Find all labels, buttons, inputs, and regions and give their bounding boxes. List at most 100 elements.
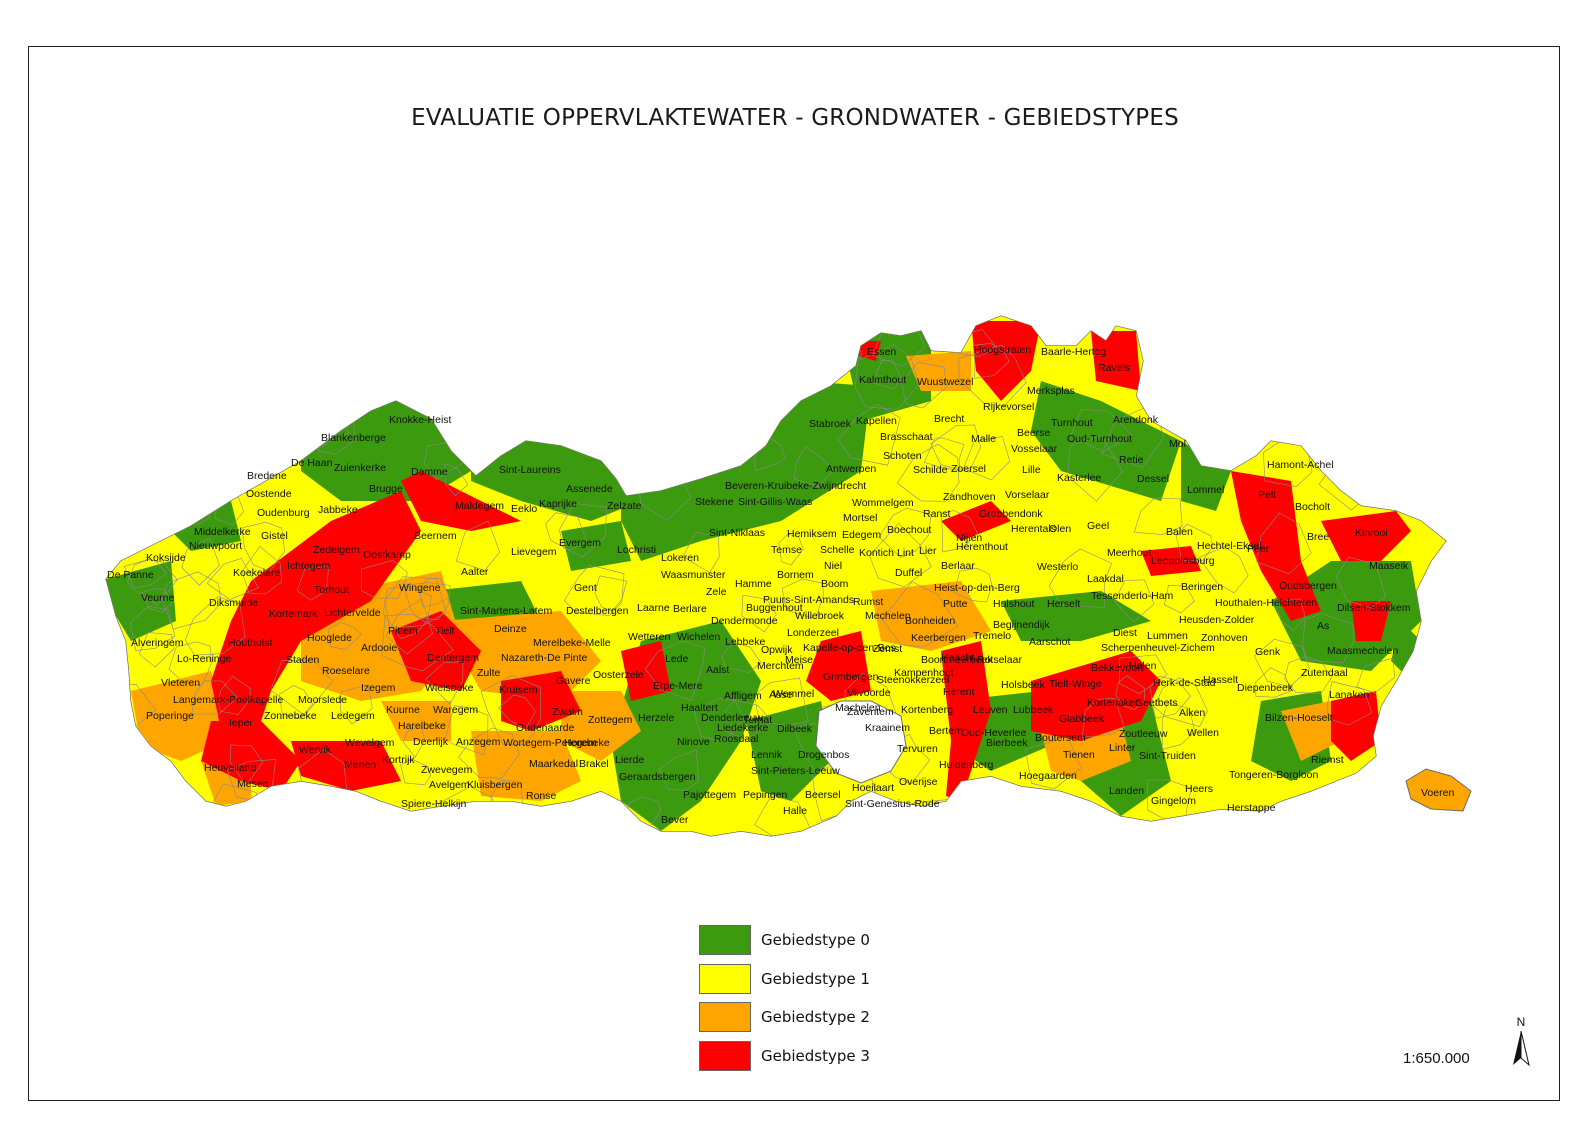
municipal-boundary (963, 436, 1011, 481)
zone-type3 (941, 501, 1011, 541)
municipality-label: Aalter (461, 566, 489, 578)
municipality-label: Olen (1049, 523, 1071, 535)
zone-type3 (1141, 546, 1201, 576)
zone-type2 (131, 671, 226, 761)
municipality-label: Geraardsbergen (619, 771, 696, 783)
zone-type2 (1281, 701, 1341, 761)
municipality-label: Zwevegem (421, 764, 473, 776)
municipality-label: Vilvoorde (847, 687, 891, 699)
municipality-label: Niel (824, 560, 842, 572)
municipality-label: Meise (785, 654, 813, 666)
municipality-label: Torhout (314, 584, 349, 596)
municipal-boundary (972, 343, 1010, 379)
municipality-label: Liedekerke (717, 722, 769, 734)
municipality-label: Herentals (1011, 523, 1056, 535)
municipality-label: Lichtervelde (324, 607, 381, 619)
zone-type3 (621, 641, 671, 701)
municipality-label: Ledegem (331, 710, 375, 722)
municipality-label: Zuienkerke (334, 462, 386, 474)
municipality-label: Edegem (842, 529, 881, 541)
municipal-boundary (168, 641, 212, 686)
municipality-label: Herenthout (956, 541, 1008, 553)
municipality-label: Oudsbergen (1279, 580, 1337, 592)
municipal-boundary (1316, 321, 1378, 373)
municipality-label: Retie (1119, 454, 1144, 466)
municipality-label: Maldegem (455, 500, 504, 512)
north-arrow-icon: N (1509, 1015, 1533, 1071)
municipality-label: Bocholt (1295, 501, 1330, 513)
municipality-label: Brasschaat (880, 431, 933, 443)
municipality-label: Leuven (973, 704, 1008, 716)
zone-type3 (1231, 471, 1321, 621)
municipality-label: Menen (344, 759, 376, 771)
municipality-label: Londerzeel (787, 627, 839, 639)
area-type-zones (106, 316, 1446, 836)
municipality-label: Kontich (859, 547, 894, 559)
municipal-boundary (400, 758, 431, 786)
municipality-label: Bonheiden (905, 615, 955, 627)
municipality-label: Aarschot (1029, 636, 1071, 648)
municipality-label: Izegem (361, 682, 396, 694)
municipality-label: Pittem (388, 625, 418, 637)
municipal-boundary (498, 332, 549, 377)
municipality-label: Oudenaarde (516, 722, 575, 734)
municipality-label: Wuustwezel (917, 376, 973, 388)
legend-item: Gebiedstype 1 (699, 960, 870, 999)
municipal-boundary (385, 598, 433, 655)
municipality-label: Schilde (913, 464, 948, 476)
municipal-boundary (444, 705, 489, 756)
municipality-label: Ravels (1098, 362, 1130, 374)
municipality-label: Hooglede (307, 632, 352, 644)
municipal-boundary (134, 335, 180, 382)
municipality-label: Kortenaken (1087, 697, 1141, 709)
municipal-boundary (963, 788, 1005, 825)
municipal-boundary (270, 660, 334, 716)
municipality-label: Tienen (1063, 749, 1095, 761)
municipality-label: Hamme (735, 578, 772, 590)
municipality-label: Bredene (247, 470, 287, 482)
municipal-boundary (1115, 675, 1146, 710)
municipality-label: Geetbets (1135, 697, 1178, 709)
municipal-boundary (106, 796, 140, 831)
municipality-label: Boom (821, 578, 849, 590)
municipality-label: Waregem (433, 704, 478, 716)
municipality-label: Ieper (229, 717, 253, 729)
municipality-label: Kalmthout (859, 374, 906, 386)
municipal-boundary (402, 582, 451, 621)
municipal-boundary (781, 578, 824, 620)
municipal-boundary (312, 793, 352, 834)
municipality-label: Zedelgem (313, 544, 360, 556)
municipal-boundary (1369, 442, 1406, 478)
municipal-boundary (793, 446, 834, 488)
municipality-label: Brugge (369, 483, 403, 495)
municipality-label: Koksijde (146, 552, 186, 564)
municipal-boundary (854, 344, 919, 410)
municipal-boundary (1153, 677, 1208, 728)
municipality-label: De Haan (291, 457, 333, 469)
municipality-label: Zulte (477, 667, 501, 679)
municipality-label: Wielsbeke (425, 682, 474, 694)
municipal-boundary (1081, 698, 1125, 738)
municipality-label: Laarne (637, 602, 670, 614)
municipality-label: Westerlo (1037, 561, 1078, 573)
municipality-label: Boechout (887, 524, 931, 536)
legend-item: Gebiedstype 3 (699, 1037, 870, 1076)
municipality-label: Linter (1109, 742, 1136, 754)
municipality-label: Sint-Genesius-Rode (845, 798, 940, 810)
municipal-boundary (1375, 316, 1438, 377)
municipality-label: Grobbendonk (979, 508, 1043, 520)
municipal-boundary (338, 350, 366, 384)
municipality-label: Gistel (261, 530, 288, 542)
municipality-label: Herstappe (1227, 802, 1276, 814)
municipality-label: Nijlen (956, 532, 982, 544)
municipality-label: Bever (661, 814, 689, 826)
municipality-label: Herselt (1047, 598, 1080, 610)
municipality-label: Kapellen (856, 415, 897, 427)
north-label: N (1516, 1015, 1526, 1029)
municipality-label: Putte (943, 598, 968, 610)
municipal-boundary (382, 586, 432, 640)
municipality-label: Scherpenheuvel-Zichem (1101, 642, 1215, 654)
municipality-label: Spiere-Helkijn (401, 798, 467, 810)
municipal-boundary (287, 400, 325, 441)
municipality-label: Stekene (695, 496, 734, 508)
